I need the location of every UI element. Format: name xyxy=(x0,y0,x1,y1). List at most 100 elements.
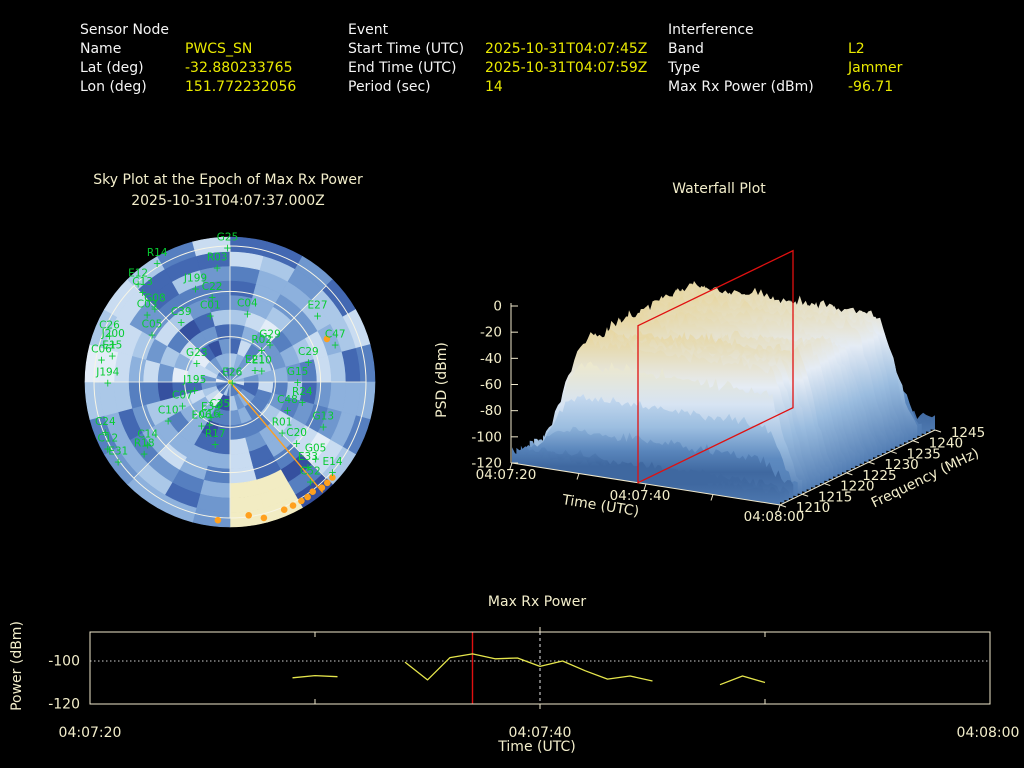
svg-text:R01: R01 xyxy=(272,417,293,429)
svg-text:R24: R24 xyxy=(292,386,313,398)
svg-text:+: + xyxy=(134,278,143,290)
event-start-row: Start Time (UTC) 2025-10-31T04:07:45Z xyxy=(348,40,647,59)
sensor-panel-title: Sensor Node xyxy=(80,22,169,38)
event-start-value: 2025-10-31T04:07:45Z xyxy=(485,41,648,57)
svg-text:1225: 1225 xyxy=(862,468,896,484)
svg-text:R17: R17 xyxy=(205,428,226,440)
event-period-label: Period (sec) xyxy=(348,79,431,95)
svg-text:+: + xyxy=(109,339,118,351)
svg-text:+: + xyxy=(228,378,237,390)
svg-text:C24: C24 xyxy=(95,416,116,428)
event-end-value: 2025-10-31T04:07:59Z xyxy=(485,60,648,76)
svg-text:1215: 1215 xyxy=(818,489,852,505)
svg-text:R02: R02 xyxy=(251,334,272,346)
event-panel: Event Start Time (UTC) 2025-10-31T04:07:… xyxy=(348,21,647,97)
svg-text:C35: C35 xyxy=(209,398,230,410)
svg-text:+: + xyxy=(313,311,322,323)
sensor-node-panel: Sensor Node Name PWCS_SN Lat (deg) -32.8… xyxy=(80,21,296,97)
svg-text:C12: C12 xyxy=(97,433,118,445)
svg-text:+: + xyxy=(143,440,152,452)
interference-type-label: Type xyxy=(668,60,701,76)
svg-text:C03: C03 xyxy=(137,298,158,310)
svg-text:E14: E14 xyxy=(323,456,343,468)
svg-text:C04: C04 xyxy=(237,298,258,310)
svg-text:04:07:40: 04:07:40 xyxy=(610,488,671,504)
svg-text:C10: C10 xyxy=(158,405,179,417)
svg-text:-80: -80 xyxy=(480,403,502,419)
svg-text:+: + xyxy=(208,292,217,304)
svg-text:+: + xyxy=(103,378,112,390)
svg-text:+: + xyxy=(177,317,186,329)
svg-text:+: + xyxy=(303,462,312,474)
svg-text:C52: C52 xyxy=(300,465,321,477)
svg-text:+: + xyxy=(143,309,152,321)
svg-text:+: + xyxy=(292,438,301,450)
interference-power-value: -96.71 xyxy=(848,79,894,95)
svg-text:G13: G13 xyxy=(313,411,335,423)
interference-band-label: Band xyxy=(668,41,704,57)
interference-power-row: Max Rx Power (dBm) -96.71 xyxy=(668,78,902,97)
svg-text:C13: C13 xyxy=(132,276,153,288)
svg-text:-120: -120 xyxy=(471,456,502,472)
svg-text:+: + xyxy=(190,385,199,397)
svg-text:+: + xyxy=(153,258,162,270)
svg-text:-100: -100 xyxy=(48,654,80,670)
svg-text:+: + xyxy=(251,365,260,377)
svg-text:+: + xyxy=(108,350,117,362)
event-start-label: Start Time (UTC) xyxy=(348,41,465,57)
svg-text:1210: 1210 xyxy=(796,500,830,516)
svg-text:1235: 1235 xyxy=(907,446,941,462)
svg-text:E27: E27 xyxy=(308,300,328,312)
svg-text:-60: -60 xyxy=(480,377,502,393)
svg-text:G23: G23 xyxy=(186,347,208,359)
svg-text:C07: C07 xyxy=(172,389,193,401)
svg-text:+: + xyxy=(207,412,216,424)
svg-text:+: + xyxy=(150,303,159,315)
svg-text:G08: G08 xyxy=(144,292,166,304)
svg-text:1220: 1220 xyxy=(840,479,874,495)
waterfall-plot-canvas: 0 -20 -40 -60 -80 -100 -120 PSD (dBm) 04:07:20 04… xyxy=(434,249,985,525)
svg-text:-120: -120 xyxy=(48,697,80,713)
svg-text:+: + xyxy=(148,329,157,341)
svg-text:+: + xyxy=(205,419,214,431)
svg-text:PSD (dBm): PSD (dBm) xyxy=(434,342,450,418)
svg-text:G15: G15 xyxy=(287,366,309,378)
svg-text:+: + xyxy=(101,427,110,439)
svg-text:+: + xyxy=(298,397,307,409)
svg-text:C20: C20 xyxy=(286,427,307,439)
svg-text:C48: C48 xyxy=(277,394,298,406)
event-period-value: 14 xyxy=(485,79,503,95)
power-chart-xlabel: Time (UTC) xyxy=(498,739,576,755)
interference-panel: Interference Band L2 Type Jammer Max Rx … xyxy=(668,21,902,97)
svg-text:04:07:20: 04:07:20 xyxy=(476,467,537,483)
event-end-row: End Time (UTC) 2025-10-31T04:07:59Z xyxy=(348,59,647,78)
svg-text:C29: C29 xyxy=(298,346,319,358)
interference-type-row: Type Jammer xyxy=(668,59,902,78)
svg-text:E33: E33 xyxy=(298,451,318,463)
svg-text:R03: R03 xyxy=(207,251,228,263)
sensor-lat-value: -32.880233765 xyxy=(185,60,293,76)
svg-text:C05: C05 xyxy=(142,318,163,330)
svg-text:C39: C39 xyxy=(171,306,192,318)
sky-plot-title: Sky Plot at the Epoch of Max Rx Power xyxy=(93,172,363,188)
svg-text:E21: E21 xyxy=(245,354,265,366)
svg-text:+: + xyxy=(197,420,206,432)
svg-text:E10: E10 xyxy=(252,355,272,367)
sensor-lat-row: Lat (deg) -32.880233765 xyxy=(80,59,296,78)
waterfall-title: Waterfall Plot xyxy=(672,181,766,197)
sensor-lon-value: 151.772232056 xyxy=(185,79,297,95)
svg-text:+: + xyxy=(319,422,328,434)
svg-text:E26: E26 xyxy=(222,367,242,379)
svg-text:+: + xyxy=(215,409,224,421)
svg-text:G25: G25 xyxy=(217,232,239,244)
svg-text:R18: R18 xyxy=(134,438,155,450)
interference-power-label: Max Rx Power (dBm) xyxy=(668,79,814,95)
svg-text:+: + xyxy=(293,377,302,389)
svg-text:C16: C16 xyxy=(199,408,220,420)
svg-text:C47: C47 xyxy=(325,328,346,340)
svg-text:G29: G29 xyxy=(259,329,281,341)
svg-text:1230: 1230 xyxy=(884,457,918,473)
sensor-name-value: PWCS_SN xyxy=(185,41,253,57)
svg-text:R14: R14 xyxy=(147,247,168,259)
sensor-lon-row: Lon (deg) 151.772232056 xyxy=(80,78,296,97)
